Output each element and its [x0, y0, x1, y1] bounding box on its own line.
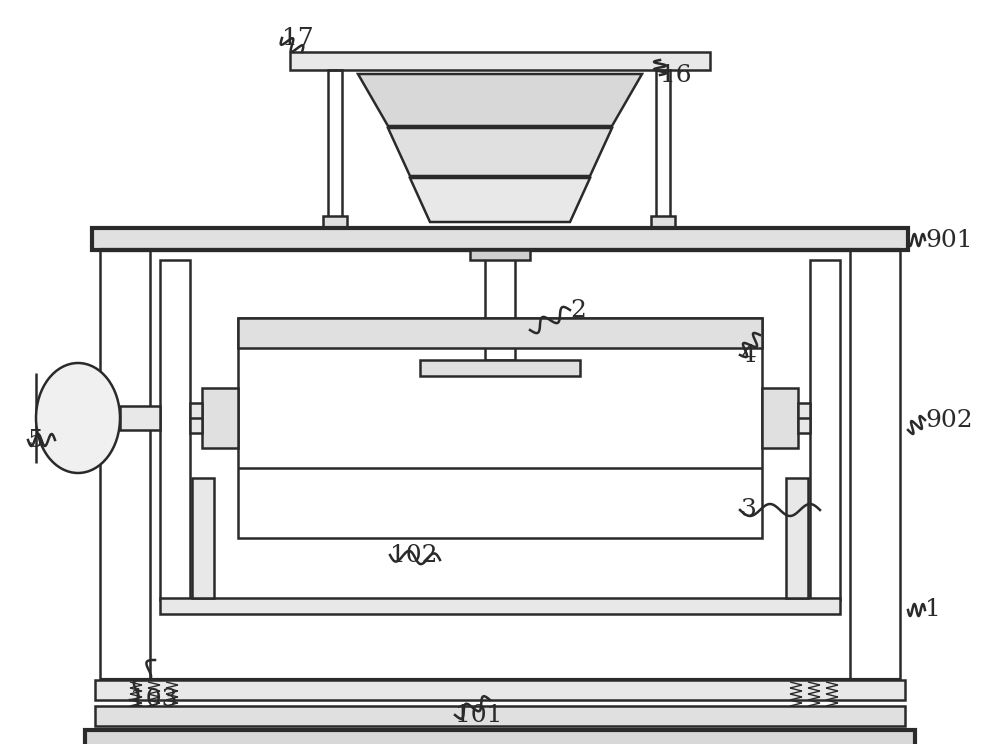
Bar: [120, 406, 160, 430]
Bar: [160, 260, 190, 600]
Bar: [798, 403, 810, 433]
Bar: [190, 403, 202, 433]
Bar: [656, 70, 670, 228]
Bar: [810, 260, 840, 600]
Text: 101: 101: [455, 704, 502, 726]
Bar: [95, 680, 905, 700]
Text: 2: 2: [570, 298, 586, 321]
Ellipse shape: [36, 363, 120, 473]
Bar: [192, 478, 214, 598]
Text: 3: 3: [740, 498, 756, 522]
Bar: [85, 730, 915, 744]
Text: 5: 5: [28, 429, 44, 452]
Bar: [160, 598, 840, 614]
Text: 102: 102: [390, 544, 438, 566]
Bar: [485, 250, 515, 360]
Text: 901: 901: [925, 228, 972, 251]
Bar: [100, 250, 150, 680]
Bar: [238, 318, 762, 538]
Bar: [850, 250, 900, 680]
Bar: [323, 216, 347, 228]
Bar: [328, 70, 342, 228]
Bar: [470, 250, 530, 260]
Bar: [290, 52, 710, 70]
Bar: [762, 388, 798, 448]
Bar: [651, 216, 675, 228]
Bar: [92, 228, 908, 250]
Polygon shape: [358, 74, 642, 126]
Bar: [95, 706, 905, 726]
Text: 17: 17: [282, 27, 314, 50]
Text: 16: 16: [660, 63, 692, 86]
Polygon shape: [410, 178, 590, 222]
Bar: [420, 360, 580, 376]
Text: 1: 1: [925, 598, 941, 621]
Bar: [238, 318, 762, 348]
Text: 902: 902: [925, 408, 973, 432]
Polygon shape: [388, 128, 612, 176]
Bar: [202, 388, 238, 448]
Text: 103: 103: [130, 688, 178, 711]
Bar: [786, 478, 808, 598]
Text: 4: 4: [740, 344, 756, 367]
